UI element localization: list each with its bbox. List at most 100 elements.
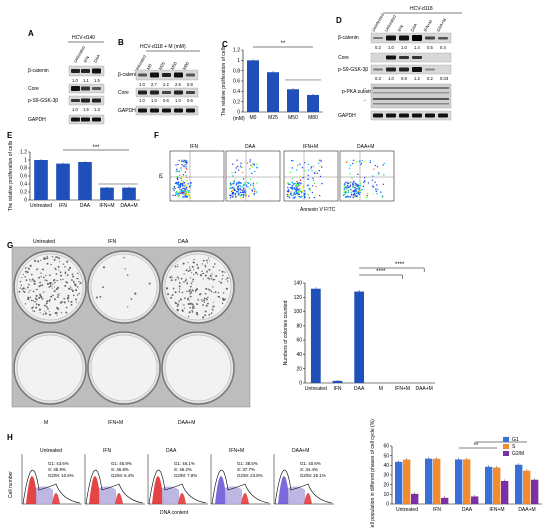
s-percent: S: 46.2% <box>174 467 192 472</box>
chart-c-xlabel: (mM) <box>233 116 245 122</box>
significance-mark: **** <box>376 269 386 275</box>
ytick-label: 20 <box>296 366 302 372</box>
s-percent: S: 46.8% <box>111 467 129 472</box>
g1-percent: G1: 38.5% <box>237 461 258 466</box>
panel-d-gsk-3: 1.2 <box>414 76 420 81</box>
panel-f-flow-plots: PI Annexin V FITC IFN DAA IFN+M DAA+M <box>159 144 395 213</box>
ytick-label: 0.8 <box>233 68 240 74</box>
ytick-label: 0 <box>24 198 27 204</box>
g1-percent: G1: 40.6% <box>300 461 321 466</box>
y-axis-label: The relative proliferation of cells <box>221 45 227 116</box>
significance-mark: ** <box>281 41 286 47</box>
flow-plot-frame <box>283 150 339 202</box>
flow-plot-frame <box>339 150 395 202</box>
panel-h-xlabel: DNA content <box>160 510 189 516</box>
bar <box>78 162 92 200</box>
panel-a-lane-1: IFN <box>83 55 91 63</box>
panel-d-lane-4: IFN+M <box>423 19 434 33</box>
panel-b-lane-1: M0 <box>146 62 154 70</box>
bar <box>493 467 501 504</box>
panel-label-e: E <box>7 131 13 140</box>
panel-d-gsk-5: 0.03 <box>440 76 449 81</box>
plate-label-1: IFN <box>108 239 116 245</box>
panel-b-lane-4: M80 <box>182 60 191 70</box>
bar <box>501 480 509 504</box>
bar <box>523 470 531 504</box>
g1-percent: G1: 46.1% <box>174 461 195 466</box>
ytick-label: 0.2 <box>20 190 27 196</box>
legend-label: G2/M <box>512 451 524 457</box>
ytick-label: 0 <box>237 110 240 116</box>
panel-b-core-4: 0.6 <box>187 98 193 103</box>
xtick-label: DAA <box>462 507 473 513</box>
panel-b-quant-4: 0.8 <box>187 82 193 87</box>
ytick-label: 100 <box>294 309 303 315</box>
panel-a-row-3: GAPDH <box>28 117 46 123</box>
significance-mark: **** <box>395 262 405 268</box>
bar <box>411 493 419 504</box>
bar <box>463 459 471 504</box>
legend-swatch <box>503 437 509 442</box>
significance-mark: *** <box>92 145 100 151</box>
histogram-title: IFN+M <box>229 448 244 454</box>
panel-b-western-blot: HCV-d118 + M (mM) Untreated M0 M25 M50 M… <box>118 44 200 116</box>
histogram-title: DAA <box>166 448 177 454</box>
s-percent: S: 37.7% <box>237 467 255 472</box>
ytick-label: 60 <box>383 444 389 450</box>
panel-b-core-3: 1.0 <box>175 98 181 103</box>
ytick-label: 0.2 <box>233 99 240 105</box>
panel-d-lane-3: DAA <box>410 22 419 32</box>
panel-d-bcat-4: 0.5 <box>427 45 433 50</box>
panel-a-gsk-2: 1.3 <box>94 107 100 112</box>
panel-label-d: D <box>336 16 342 25</box>
ytick-label: 0 <box>299 381 302 387</box>
xtick-label: IFN <box>333 386 341 392</box>
ytick-label: 1.2 <box>233 48 240 54</box>
panel-b-core-1: 1.0 <box>151 98 157 103</box>
chart-h-cell-cycle: 0 10 20 30 40 50 60 Cell population in differen… <box>370 419 542 528</box>
panel-d-row-2: p-S9-GSK-3β <box>338 67 368 73</box>
plate-label-2: DAA <box>178 239 189 245</box>
panel-d-western-blot: HCV-d118 Uninfected Untreated IFN DAA IF… <box>338 6 462 121</box>
ytick-label: 0.4 <box>20 182 27 188</box>
plate-label-5: DAA+M <box>178 420 195 426</box>
svg-text:→: → <box>362 97 367 103</box>
panel-d-row-4: GAPDH <box>338 113 356 119</box>
bar <box>122 187 136 200</box>
bar <box>433 458 441 504</box>
bar <box>247 60 259 112</box>
legend-swatch <box>503 451 509 456</box>
panel-d-gsk-1: 1.0 <box>388 76 394 81</box>
xtick-label: M80 <box>308 115 318 121</box>
g2m-percent: G2/M: 10.5% <box>48 473 74 478</box>
plate-label-4: IFN+M <box>108 420 123 426</box>
chart-e-proliferation: 0 0.2 0.4 0.6 0.8 1 1.2 The relative proliferat… <box>8 140 140 211</box>
panel-d-bcat-5: 0.4 <box>440 45 446 50</box>
y-axis-label: Numbers of colonies counted <box>283 300 289 365</box>
panel-b-core-0: 1.0 <box>139 98 145 103</box>
xtick-label: DAA+M <box>518 507 535 513</box>
xtick-label: IFN+M <box>395 386 410 392</box>
bar <box>485 466 493 504</box>
flow-plot-frame <box>225 150 281 202</box>
histogram-title: IFN <box>103 448 111 454</box>
ytick-label: 50 <box>383 453 389 459</box>
histogram-title: Untreated <box>40 448 62 454</box>
panel-d-gsk-2: 0.9 <box>401 76 407 81</box>
xtick-label: Untreated <box>30 203 52 209</box>
panel-b-lane-3: M50 <box>170 60 179 70</box>
panel-f-title-0: IFN <box>190 144 198 150</box>
s-percent: S: 34.4% <box>300 467 318 472</box>
bar <box>471 496 479 504</box>
chart-c-proliferation: 0 0.2 0.4 0.6 0.8 1 1.2 The relative proliferat… <box>221 41 323 122</box>
panel-d-lane-5: DAA+M <box>436 17 448 33</box>
panel-h-ylabel: Cell number <box>8 471 14 498</box>
panel-a-lane-2: DAA <box>93 53 102 63</box>
panel-a-quant-2: 1.5 <box>94 78 100 83</box>
xtick-label: DAA <box>80 203 91 209</box>
panel-d-lane-1: Untreated <box>384 13 398 32</box>
panel-d-gsk-4: 0.2 <box>427 76 433 81</box>
ytick-label: 0.6 <box>233 79 240 85</box>
panel-f-title-3: DAA+M <box>357 144 374 150</box>
panel-d-bcat-2: 1.0 <box>401 45 407 50</box>
